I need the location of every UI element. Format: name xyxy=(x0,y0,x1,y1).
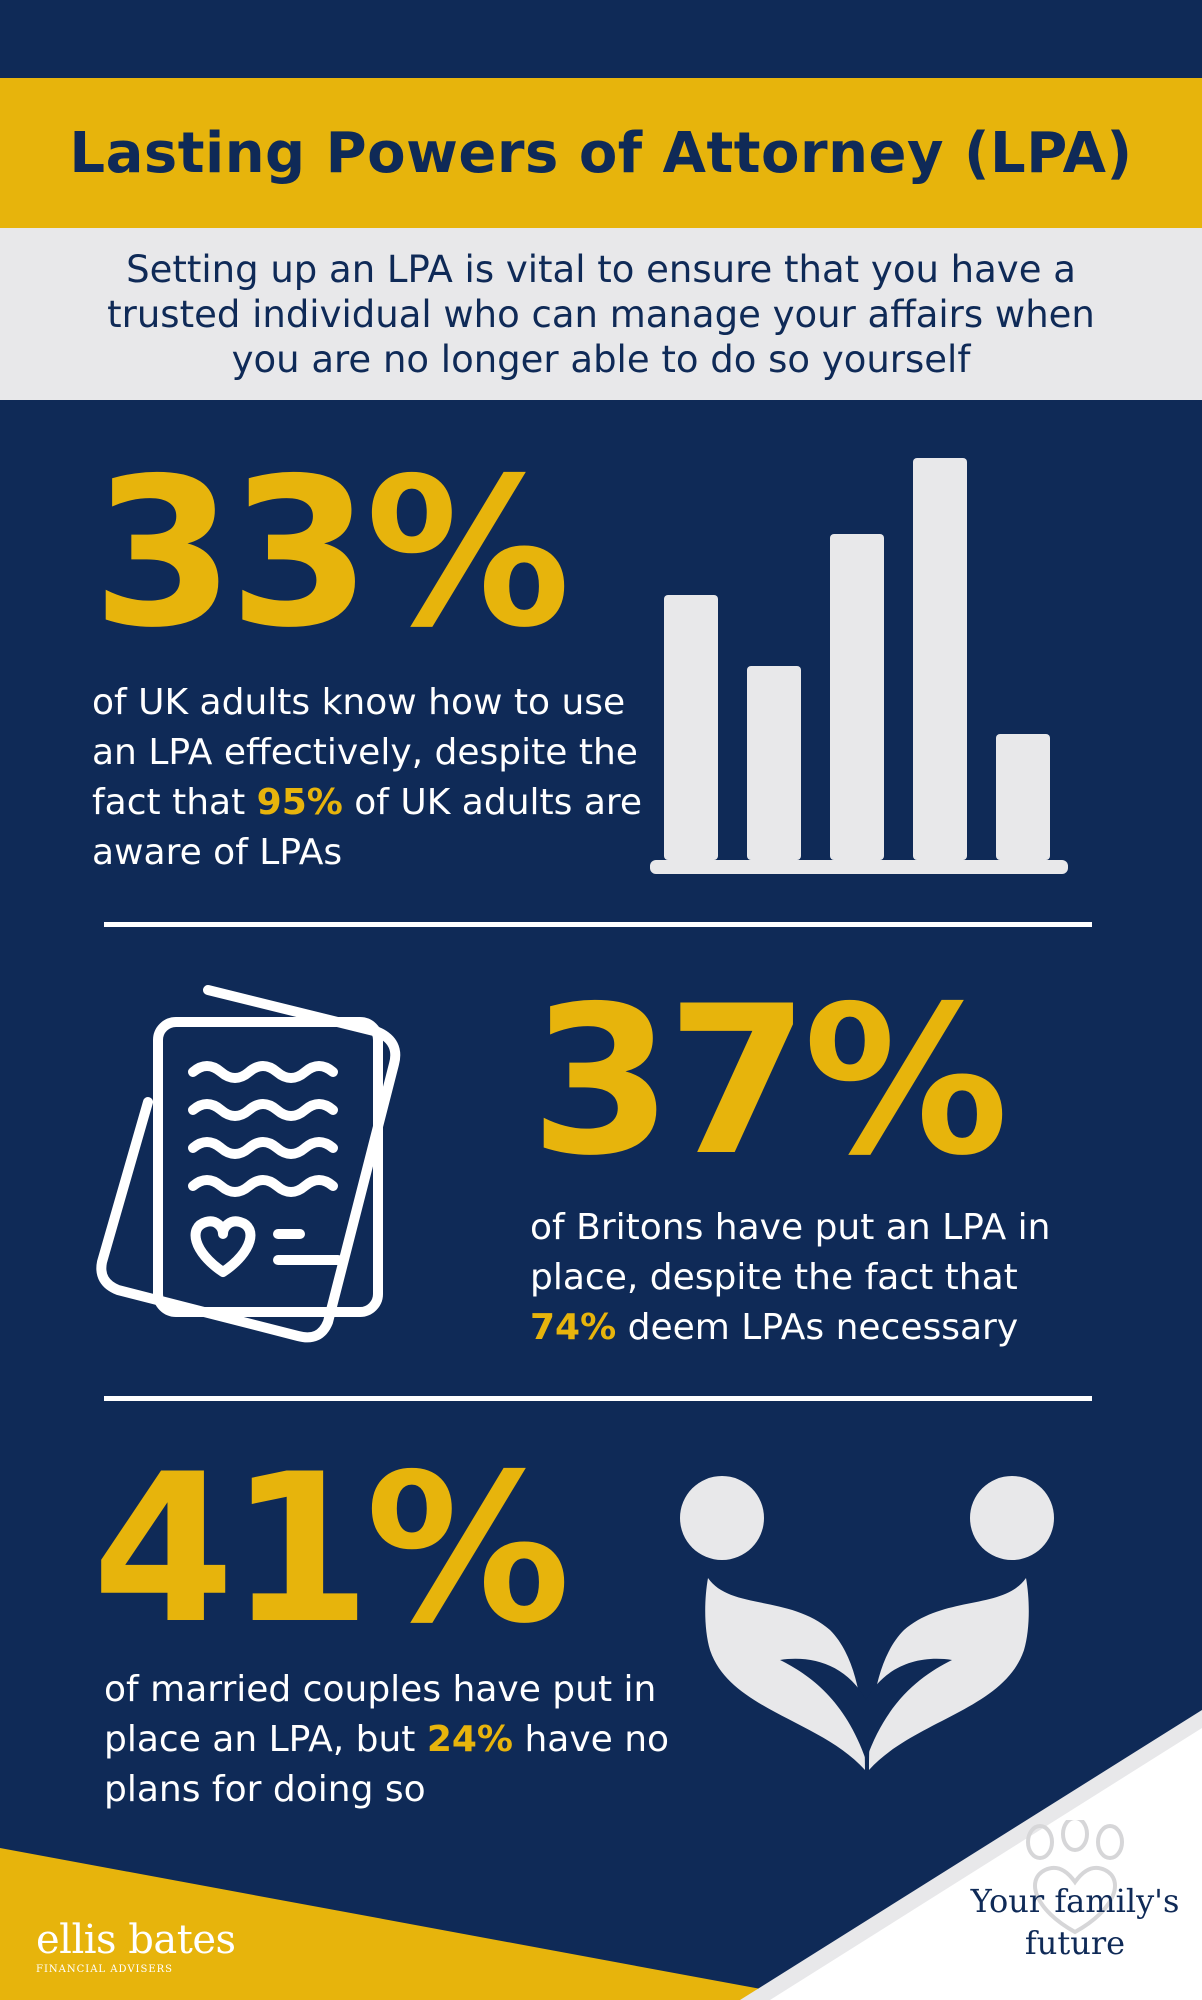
title-band: Lasting Powers of Attorney (LPA) xyxy=(0,78,1202,228)
stat-3-highlight: 24% xyxy=(426,1719,513,1760)
footer-shapes xyxy=(0,1710,1202,2000)
document-heart-icon xyxy=(96,985,401,1343)
tagline: Your family's future xyxy=(970,1882,1180,1962)
stat-3-description: of married couples have put in place an … xyxy=(104,1669,670,1810)
stat-2-description: of Britons have put an LPA in place, des… xyxy=(530,1207,1051,1348)
stat-1-highlight: 95% xyxy=(256,782,343,823)
brand-name: ellis bates xyxy=(36,1917,236,1963)
stat-3-value: 41% xyxy=(92,1431,571,1669)
paw-heart-watermark-icon xyxy=(1026,1820,1124,1935)
brand-logo: ellis bates FINANCIAL ADVISERS xyxy=(36,1918,236,1975)
bar-chart-icon xyxy=(650,458,1068,874)
divider-2 xyxy=(104,1396,1092,1401)
stat-1-value: 33% xyxy=(92,435,571,673)
subtitle-band: Setting up an LPA is vital to ensure tha… xyxy=(0,228,1202,400)
divider-1 xyxy=(104,922,1092,927)
stat-2-value: 37% xyxy=(530,963,1009,1201)
page-title: Lasting Powers of Attorney (LPA) xyxy=(69,120,1133,186)
brand-subtitle: FINANCIAL ADVISERS xyxy=(36,1964,174,1975)
page-subtitle: Setting up an LPA is vital to ensure tha… xyxy=(107,247,1095,381)
couple-heart-icon xyxy=(680,1476,1054,1770)
stat-1-description: of UK adults know how to use an LPA effe… xyxy=(92,682,643,873)
stat-2-highlight: 74% xyxy=(530,1307,617,1348)
